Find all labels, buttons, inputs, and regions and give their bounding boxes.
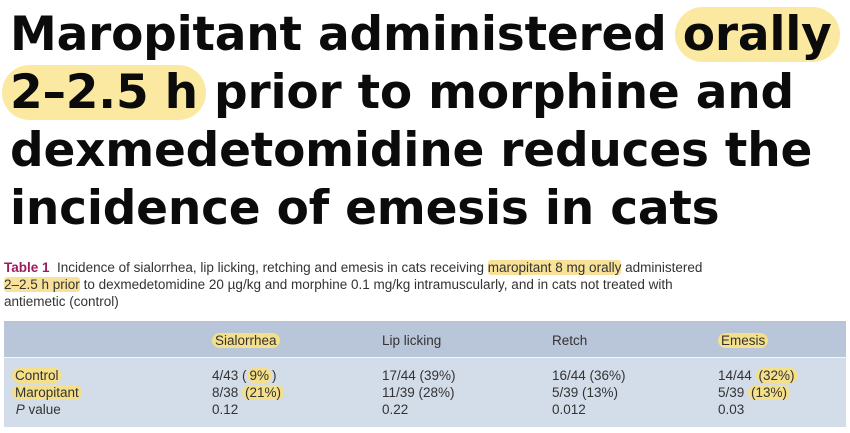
table-caption: Table 1 Incidence of sialorrhea, lip lic… bbox=[4, 260, 703, 309]
title-highlight-orally: orally bbox=[674, 7, 840, 62]
row-label-maropitant: Maropitant bbox=[4, 384, 212, 401]
title-line-2: 2–2.5 h prior to morphine and bbox=[2, 64, 842, 122]
cell-p-emesis: 0.03 bbox=[718, 402, 745, 417]
cell-control-sialorrhea: 4/43 (9%) bbox=[212, 368, 277, 383]
cell-control-retch: 16/44 (36%) bbox=[552, 368, 626, 383]
table-label: Table 1 bbox=[4, 260, 50, 275]
header-sialorrhea: Sialorrhea bbox=[212, 323, 382, 358]
caption-highlight-dose: maropitant 8 mg orally bbox=[487, 260, 622, 275]
cell-p-sialorrhea: 0.12 bbox=[212, 402, 239, 417]
table-row-maropitant: Maropitant 8/38 (21%) 11/39 (28%) 5/39 (… bbox=[4, 384, 846, 401]
row-label-pvalue: P value bbox=[15, 402, 61, 417]
cell-maropitant-retch: 5/39 (13%) bbox=[552, 385, 619, 400]
table-header-row: Sialorrhea Lip licking Retch Emesis bbox=[4, 323, 846, 358]
cell-maropitant-lip: 11/39 (28%) bbox=[382, 385, 455, 400]
header-empty bbox=[4, 323, 212, 358]
cell-p-retch: 0.012 bbox=[552, 402, 586, 417]
header-lip-licking: Lip licking bbox=[382, 333, 442, 348]
title-line-1: Maropitant administered orally bbox=[10, 6, 842, 64]
cell-control-lip: 17/44 (39%) bbox=[382, 368, 456, 383]
table-row-control: Control 4/43 (9%) 17/44 (39%) 16/44 (36%… bbox=[4, 358, 846, 384]
caption-highlight-time: 2–2.5 h prior bbox=[4, 277, 80, 292]
title-line-4: incidence of emesis in cats bbox=[10, 181, 720, 236]
cell-p-lip: 0.22 bbox=[382, 402, 409, 417]
cell-maropitant-sialorrhea: 8/38 (21%) bbox=[212, 384, 382, 401]
header-retch: Retch bbox=[552, 333, 588, 348]
title-highlight-time: 2–2.5 h bbox=[2, 65, 206, 120]
table-header-band bbox=[4, 323, 846, 358]
cell-control-emesis: 14/44 (32%) bbox=[718, 358, 846, 384]
results-table: Sialorrhea Lip licking Retch Emesis Cont… bbox=[4, 321, 846, 427]
slide-title: Maropitant administered orally 2–2.5 h p… bbox=[2, 6, 842, 238]
title-line-3: dexmedetomidine reduces the bbox=[10, 123, 813, 178]
cell-maropitant-emesis: 5/39 (13%) bbox=[718, 384, 846, 401]
row-label-control: Control bbox=[4, 358, 212, 384]
table-row-pvalue: P value 0.12 0.22 0.012 0.03 bbox=[4, 401, 846, 418]
header-emesis: Emesis bbox=[718, 323, 846, 358]
